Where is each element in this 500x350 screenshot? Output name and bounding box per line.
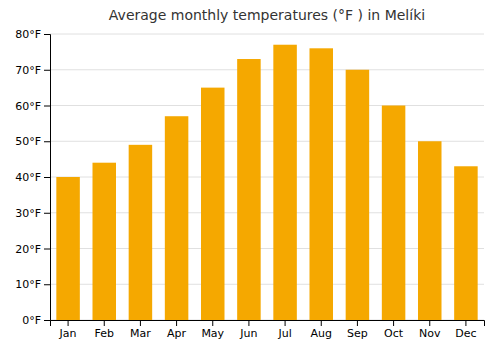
x-tick: Nov: [419, 320, 441, 340]
y-tick: 60°F: [15, 100, 50, 113]
grid-line: [50, 69, 484, 70]
y-tick: 0°F: [22, 314, 50, 327]
grid-line: [50, 105, 484, 106]
y-tick-mark: [44, 320, 50, 321]
bar: [129, 145, 153, 320]
x-tick: Feb: [95, 320, 114, 340]
x-tick-mark: [104, 320, 105, 326]
x-tick-label: Jun: [239, 327, 257, 340]
x-tick-label: Feb: [95, 327, 114, 340]
y-tick-label: 40°F: [15, 171, 41, 184]
y-tick: 20°F: [15, 243, 50, 256]
x-tick-mark: [176, 320, 177, 326]
x-tick-mark: [68, 320, 69, 326]
y-tick: 10°F: [15, 278, 50, 291]
x-tick-mark: [429, 320, 430, 326]
x-tick: Apr: [167, 320, 187, 340]
bar: [346, 70, 370, 320]
y-tick-mark: [44, 284, 50, 285]
x-tick: Dec: [455, 320, 476, 340]
grid: [50, 34, 484, 320]
x-tick-label: Nov: [419, 327, 441, 340]
y-tick-mark: [44, 141, 50, 142]
y-tick: 70°F: [15, 64, 50, 77]
x-tick-label: Aug: [311, 327, 332, 340]
plot: 0°F 10°F 20°F 30°F 40°F 50°F 60°F 70°F 80°F Jan Fe…: [15, 28, 484, 340]
y-tick-label: 60°F: [15, 100, 41, 113]
x-tick-label: Sep: [347, 327, 368, 340]
x-tick: Mar: [130, 320, 151, 340]
y-tick-label: 80°F: [15, 28, 41, 41]
x-tick-mark: [140, 320, 141, 326]
y-axis-line: [44, 35, 51, 321]
x-tick: Aug: [311, 320, 332, 340]
x-tick-mark: [393, 320, 394, 326]
bar: [454, 166, 478, 320]
bar: [237, 59, 261, 320]
y-tick-label: 50°F: [15, 135, 41, 148]
y-tick-mark: [44, 34, 50, 35]
y-tick-label: 0°F: [22, 314, 41, 327]
y-tick-label: 70°F: [15, 64, 41, 77]
y-tick-mark: [44, 213, 50, 214]
x-tick-label: Dec: [455, 327, 476, 340]
x-tick-mark: [212, 320, 213, 326]
y-tick-label: 10°F: [15, 278, 41, 291]
x-tick-mark: [321, 320, 322, 326]
y-tick: 50°F: [15, 135, 50, 148]
x-axis: Jan Feb Mar Apr May Jun Jul Aug Sep Oct Nov Dec: [51, 320, 485, 340]
x-tick: May: [201, 320, 224, 340]
x-tick-label: Mar: [130, 327, 151, 340]
x-tick: Oct: [384, 320, 404, 340]
bar: [382, 106, 406, 321]
y-tick-mark: [44, 177, 50, 178]
y-tick-mark: [44, 106, 50, 107]
x-tick-label: Oct: [384, 327, 404, 340]
bars: [56, 45, 477, 320]
x-tick-mark: [285, 320, 286, 326]
x-tick: Jan: [59, 320, 77, 340]
y-tick-label: 20°F: [15, 243, 41, 256]
y-tick: 40°F: [15, 171, 50, 184]
title: Average monthly temperatures (°F ) in Me…: [109, 7, 425, 23]
x-axis-line: [51, 321, 485, 327]
x-tick: Sep: [347, 320, 368, 340]
bar: [201, 88, 225, 320]
x-tick-label: May: [201, 327, 224, 340]
x-tick-label: Apr: [167, 327, 187, 340]
x-tick: Jul: [277, 320, 291, 340]
x-tick-mark: [357, 320, 358, 326]
y-tick: 30°F: [15, 207, 50, 220]
bar: [273, 45, 297, 320]
bar: [418, 141, 442, 320]
y-tick-mark: [44, 249, 50, 250]
y-tick: 80°F: [15, 28, 50, 41]
y-tick-label: 30°F: [15, 207, 41, 220]
bar: [92, 163, 116, 320]
x-tick-mark: [248, 320, 249, 326]
bar: [56, 177, 80, 320]
x-tick-mark: [465, 320, 466, 326]
bar: [309, 48, 333, 320]
grid-line: [50, 34, 484, 35]
chart: 0°F 10°F 20°F 30°F 40°F 50°F 60°F 70°F 80°F Jan Fe…: [0, 0, 500, 350]
y-tick-mark: [44, 70, 50, 71]
bar: [165, 116, 189, 320]
y-axis: 0°F 10°F 20°F 30°F 40°F 50°F 60°F 70°F 80°F: [15, 28, 50, 327]
x-tick-label: Jan: [59, 327, 77, 340]
x-tick-label: Jul: [277, 327, 291, 340]
x-tick: Jun: [239, 320, 257, 340]
